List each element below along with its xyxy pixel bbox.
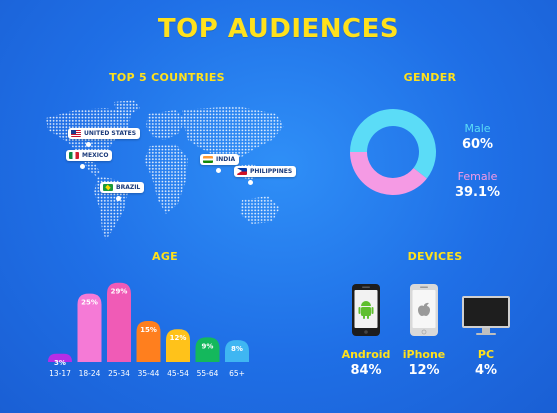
country-label: BRAZIL — [116, 184, 141, 191]
female-label: Female — [457, 170, 498, 183]
age-value-label: 29% — [111, 288, 128, 296]
age-value-label: 15% — [140, 326, 157, 334]
age-title: AGE — [152, 250, 178, 263]
age-bar-65+ — [225, 340, 249, 362]
device-label: PC — [477, 348, 495, 361]
female-value: 39.1% — [454, 185, 501, 200]
country-label: INDIA — [216, 156, 236, 163]
device-value: 4% — [474, 363, 498, 378]
device-iphone: iPhone 12% — [396, 284, 452, 378]
country-tag-mexico: MEXICO — [66, 150, 113, 161]
brazil-flag-icon — [103, 184, 113, 191]
age-value-label: 25% — [81, 299, 98, 307]
country-label: UNITED STATES — [84, 130, 137, 137]
gender-slice-female — [350, 152, 427, 195]
age-category-label: 35-44 — [138, 369, 160, 378]
country-tag-united-states: UNITED STATES — [68, 128, 141, 139]
age-value-label: 8% — [231, 345, 243, 353]
device-pc: PC 4% — [456, 296, 516, 378]
device-label: iPhone — [402, 348, 446, 361]
pc-monitor-icon — [462, 296, 510, 335]
age-category-label: 65+ — [229, 369, 245, 378]
age-bar-18-24 — [77, 293, 102, 362]
age-category-label: 25-34 — [108, 369, 130, 378]
age-category-label: 55-64 — [197, 369, 219, 378]
gender-title: GENDER — [403, 71, 457, 84]
gender-donut-chart — [350, 108, 436, 195]
devices-title: DEVICES — [407, 250, 463, 263]
age-value-label: 9% — [202, 342, 214, 350]
male-value: 60% — [461, 137, 494, 152]
age-bar-55-64 — [195, 337, 220, 362]
age-bar-45-54 — [166, 329, 190, 362]
country-label: PHILIPPINES — [250, 168, 293, 175]
pin-dot — [80, 164, 85, 169]
age-category-label: 45-54 — [167, 369, 189, 378]
device-label: Android — [341, 348, 391, 361]
age-bar-chart: 3% 13-17 25% 18-24 29% 25-34 15% 35-44 12% 45-54 9… — [44, 270, 264, 382]
mexico-flag-icon — [69, 152, 79, 159]
pin-dot — [116, 196, 121, 201]
age-value-label: 12% — [170, 334, 187, 342]
android-phone-icon — [352, 284, 380, 336]
pin-dot — [86, 142, 91, 147]
device-android: Android 84% — [338, 284, 394, 378]
gender-slice-male — [350, 108, 436, 179]
us-flag-icon — [71, 130, 81, 137]
age-category-label: 18-24 — [79, 369, 101, 378]
philippines-flag-icon — [237, 168, 247, 175]
pin-dot — [216, 168, 221, 173]
age-bars: 3% 13-17 25% 18-24 29% 25-34 15% 35-44 12% 45-54 9… — [48, 282, 249, 378]
age-bar-25-34 — [107, 282, 131, 362]
country-tag-philippines: PHILIPPINES — [234, 166, 297, 177]
country-label: MEXICO — [82, 152, 109, 159]
male-label: Male — [464, 122, 491, 135]
india-flag-icon — [203, 156, 213, 163]
country-tag-brazil: BRAZIL — [100, 182, 145, 193]
device-value: 84% — [350, 363, 382, 378]
device-value: 12% — [408, 363, 440, 378]
pin-dot — [248, 180, 253, 185]
age-bar-35-44 — [136, 321, 161, 362]
countries-title: TOP 5 COUNTRIES — [109, 71, 225, 84]
iphone-icon — [410, 284, 438, 336]
age-value-label: 3% — [54, 359, 66, 367]
world-map: UNITED STATES MEXICO BRAZIL INDIA PHILIP… — [36, 100, 297, 250]
page-title: TOP AUDIENCES — [157, 14, 400, 44]
age-category-label: 13-17 — [49, 369, 71, 378]
age-bar-13-17 — [48, 353, 72, 362]
country-tag-india: INDIA — [200, 154, 240, 165]
